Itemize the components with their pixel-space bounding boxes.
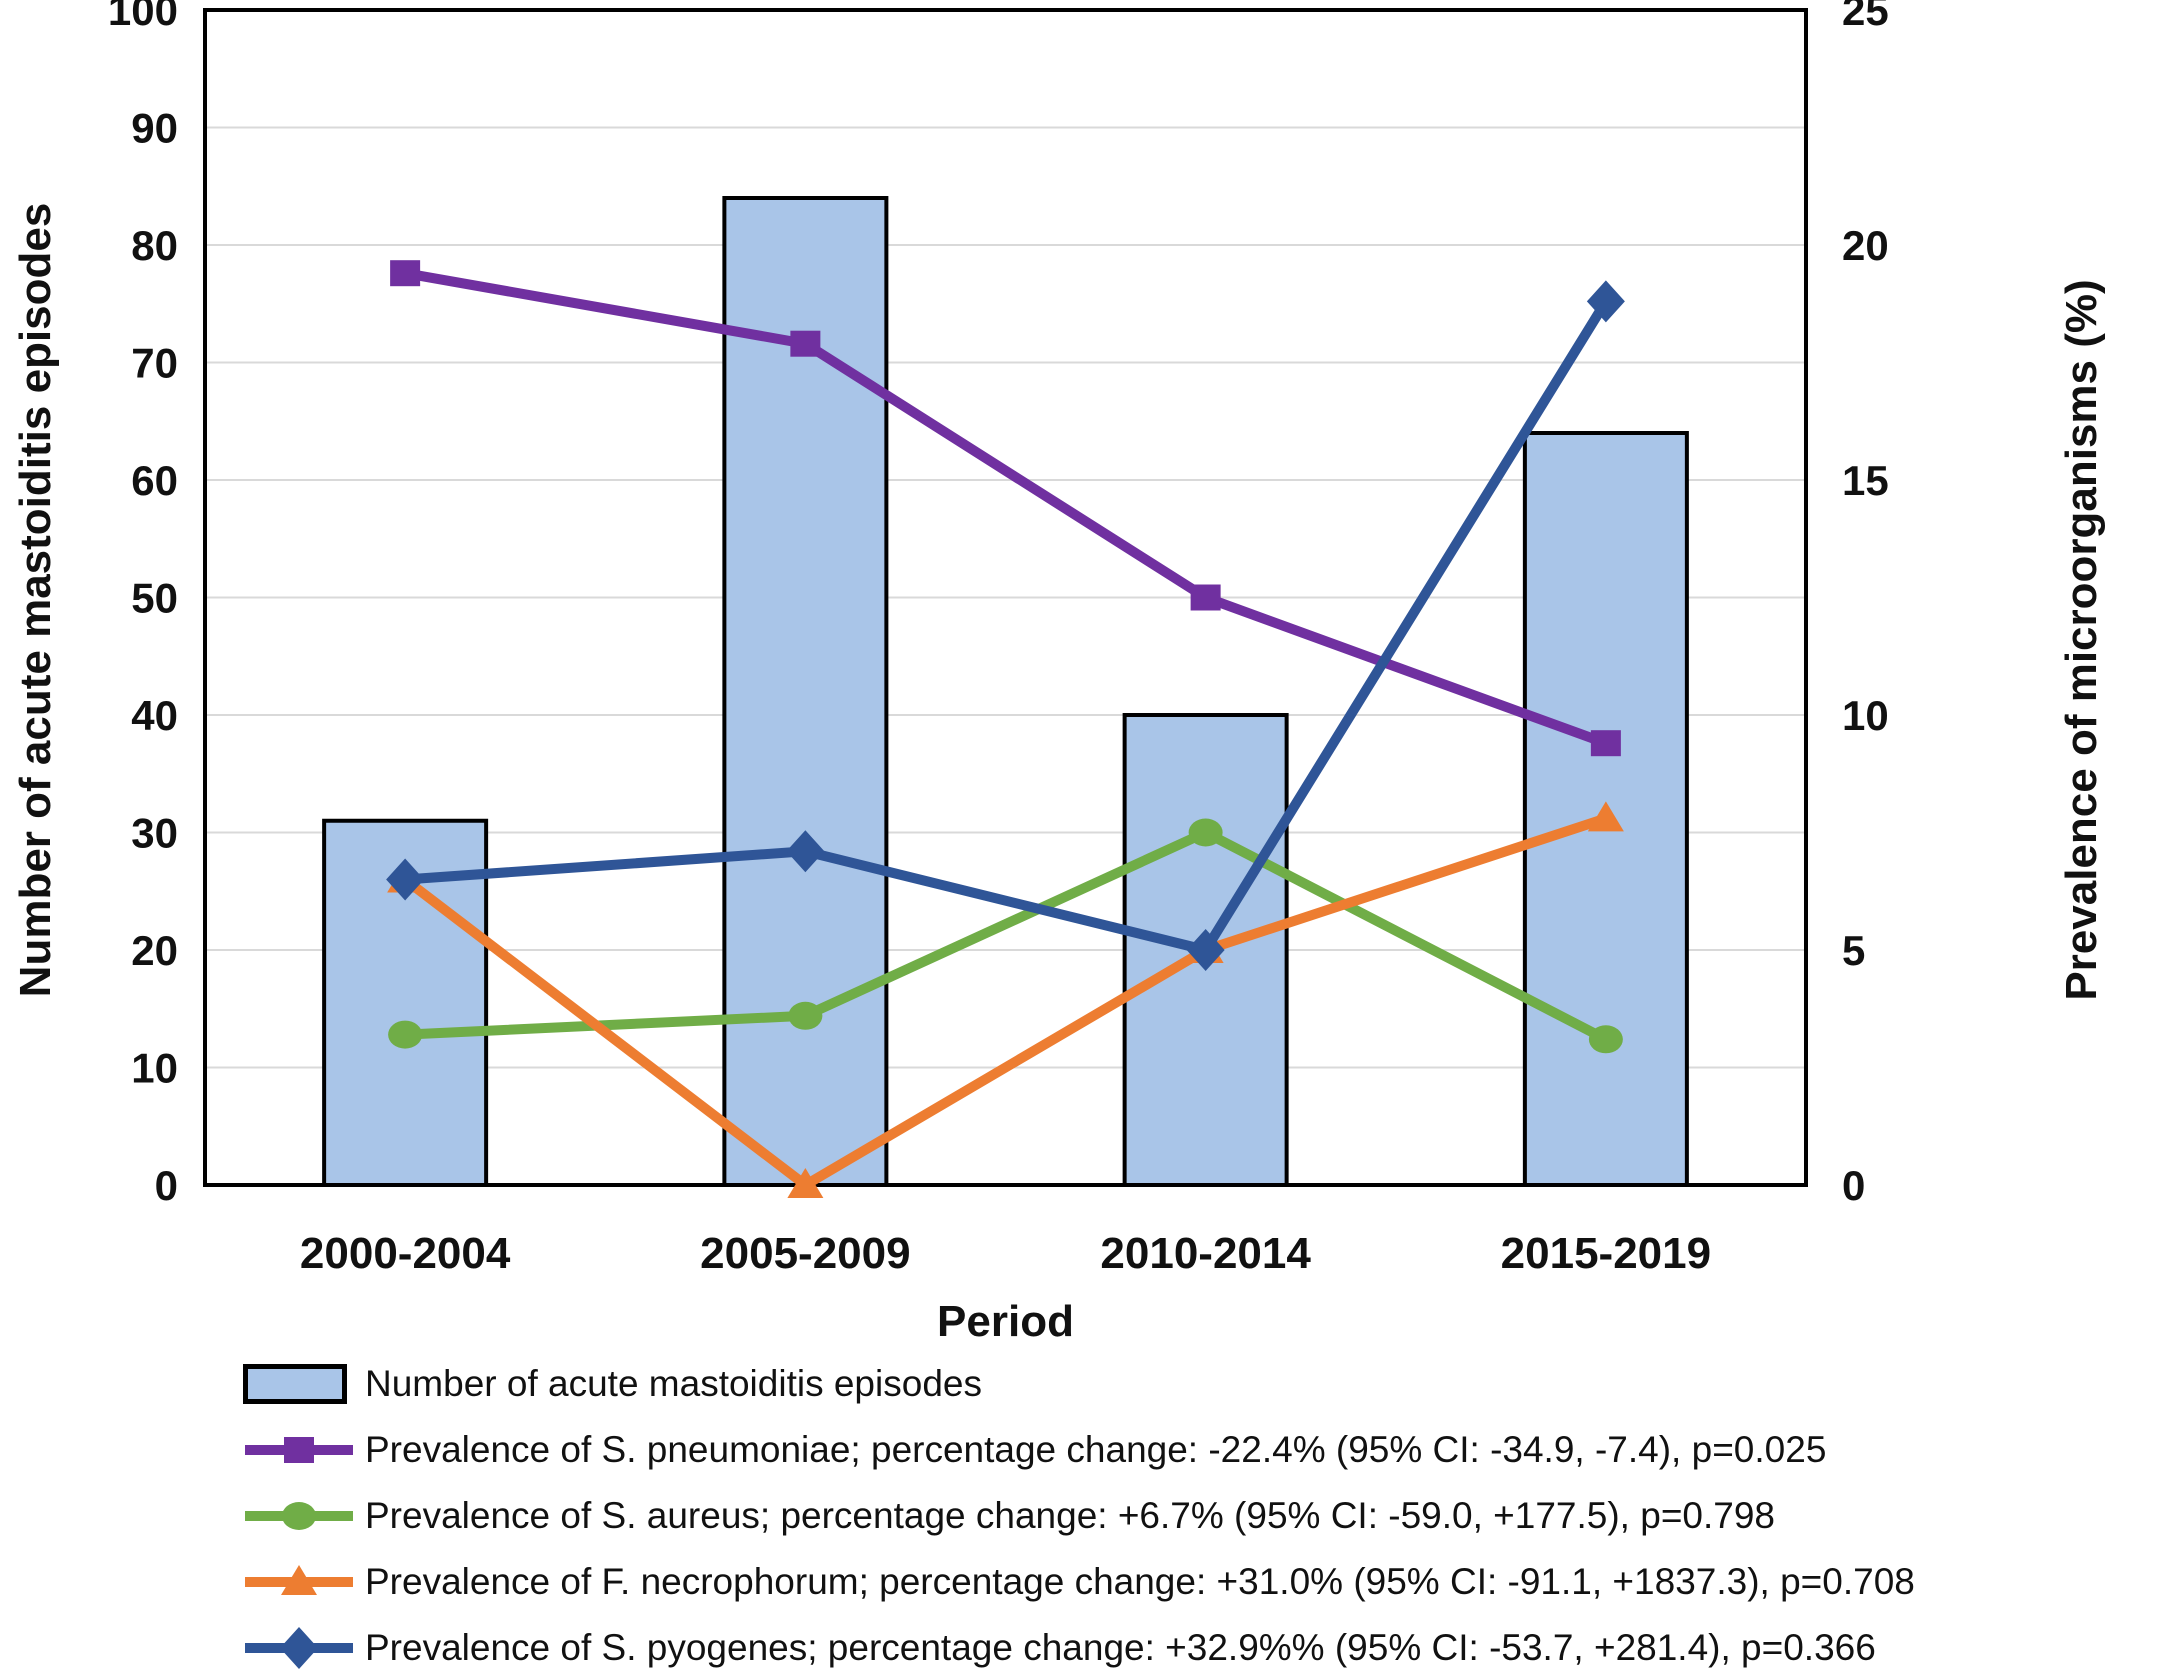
legend-label: Prevalence of S. pyogenes; percentage ch… (365, 1627, 1876, 1668)
triangle-marker-icon (243, 1560, 355, 1604)
left-axis-tick-10: 10 (131, 1045, 178, 1092)
left-axis-tick-50: 50 (131, 575, 178, 622)
left-axis-tick-40: 40 (131, 692, 178, 739)
left-axis-tick-0: 0 (155, 1162, 178, 1209)
series-f-necrophorum-point-2005-2009 (787, 1168, 824, 1198)
series-s-aureus-line (404, 826, 1609, 1044)
right-axis-tick-0: 0 (1842, 1162, 1865, 1209)
right-axis-tick-15: 15 (1842, 457, 1889, 504)
left-axis-tick-80: 80 (131, 222, 178, 269)
legend-label: Number of acute mastoiditis episodes (365, 1363, 982, 1404)
series-s-aureus-point-2010-2014 (1188, 818, 1223, 847)
left-axis-tick-70: 70 (131, 340, 178, 387)
series-s-pneumoniae-point-2015-2019 (1590, 730, 1621, 757)
left-axis-tick-60: 60 (131, 457, 178, 504)
right-axis-tick-10: 10 (1842, 692, 1889, 739)
legend-item-s-pneumoniae: Prevalence of S. pneumoniae; percentage … (243, 1428, 1915, 1472)
legend-item-number-of-acute-mastoiditis-episodes: Number of acute mastoiditis episodes (243, 1362, 1915, 1406)
square-marker-icon (243, 1428, 355, 1472)
diamond-marker-icon (243, 1626, 355, 1670)
right-axis-tick-20: 20 (1842, 222, 1889, 269)
circle-marker-icon (243, 1494, 355, 1538)
series-s-pneumoniae-point-2005-2009 (790, 330, 821, 357)
x-axis-tick-2015-2019: 2015-2019 (1501, 1229, 1711, 1278)
series-s-pneumoniae-point-2010-2014 (1190, 584, 1221, 611)
right-axis-tick-5: 5 (1842, 927, 1865, 974)
left-axis-tick-100: 100 (108, 0, 178, 34)
series-f-necrophorum-point-2015-2019 (1587, 801, 1624, 832)
series-f-necrophorum-line (402, 813, 1608, 1192)
left-axis-tick-30: 30 (131, 810, 178, 857)
plot-border (203, 8, 1808, 1187)
series-s-pyogenes-point-2010-2014 (1186, 929, 1225, 971)
legend-label: Prevalence of S. aureus; percentage chan… (365, 1495, 1776, 1536)
right-axis-tick-25: 25 (1842, 0, 1889, 34)
legend-item-s-aureus: Prevalence of S. aureus; percentage chan… (243, 1494, 1915, 1538)
legend-label: Prevalence of S. pneumoniae; percentage … (365, 1429, 1827, 1470)
legend-item-f-necrophorum: Prevalence of F. necrophorum; percentage… (243, 1560, 1915, 1604)
x-axis-tick-2010-2014: 2010-2014 (1100, 1229, 1311, 1278)
legend-item-s-pyogenes: Prevalence of S. pyogenes; percentage ch… (243, 1626, 1915, 1670)
bar-swatch-icon (243, 1364, 355, 1404)
plot-area: 0 10 20 30 40 50 60 70 80 90 100 0 5 10 15 20 25 2000-200… (108, 0, 1889, 1345)
left-axis-tick-90: 90 (131, 105, 178, 152)
series-s-pyogenes-point-2005-2009 (786, 830, 825, 873)
series-s-aureus-point-2005-2009 (788, 1001, 823, 1030)
series-s-aureus-point-2015-2019 (1588, 1025, 1623, 1054)
x-axis-title: Period (937, 1297, 1074, 1345)
left-axis-tick-20: 20 (131, 927, 178, 974)
series-s-pyogenes-line (404, 298, 1611, 956)
legend: Number of acute mastoiditis episodes Prev… (243, 1362, 1915, 1670)
x-axis-tick-2005-2009: 2005-2009 (700, 1229, 910, 1278)
left-axis-title: Number of acute mastoiditis episodes (11, 202, 60, 998)
x-axis-tick-2000-2004: 2000-2004 (300, 1229, 511, 1278)
right-axis-title: Prevalence of microorganisms (%) (2057, 279, 2106, 1001)
series-s-pyogenes-point-2015-2019 (1586, 280, 1625, 323)
series-s-pneumoniae-point-2000-2004 (390, 260, 421, 287)
legend-label: Prevalence of F. necrophorum; percentage… (365, 1561, 1915, 1602)
series-s-pyogenes-point-2000-2004 (386, 858, 425, 901)
series-s-aureus-point-2000-2004 (388, 1020, 423, 1049)
series-s-pneumoniae-line (404, 268, 1608, 748)
